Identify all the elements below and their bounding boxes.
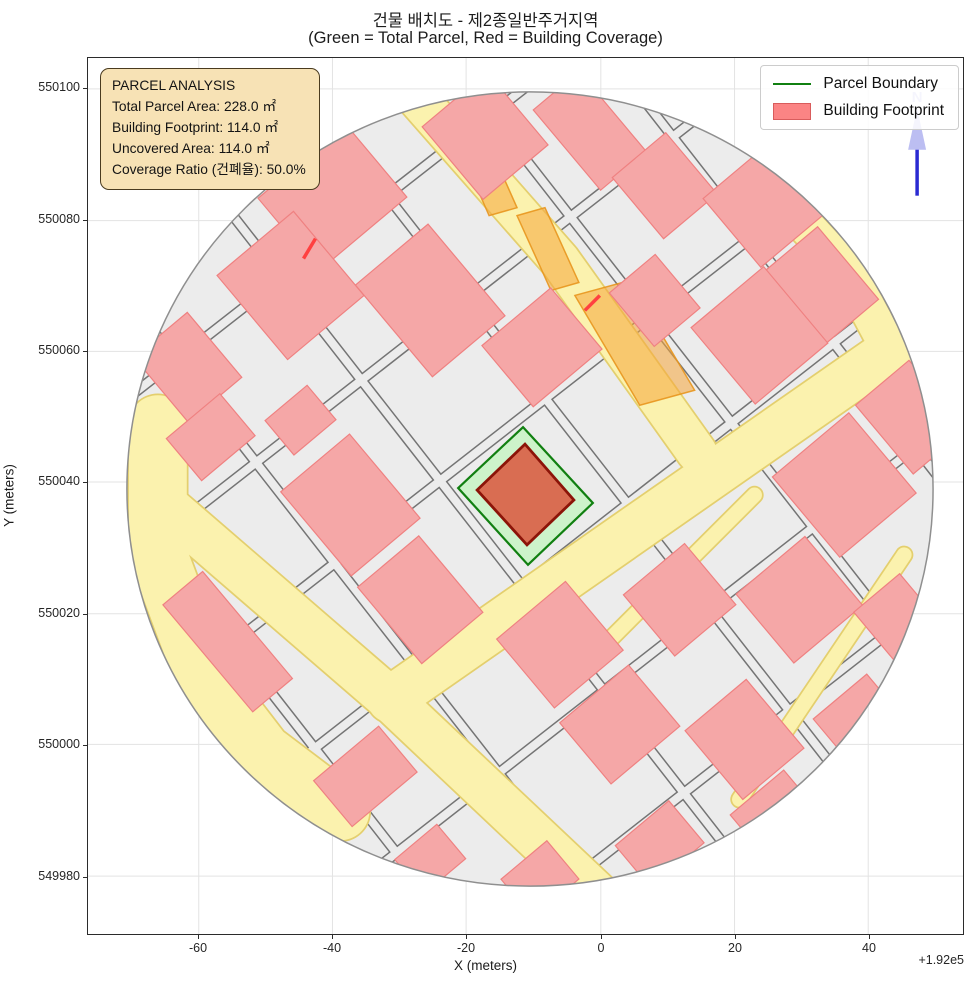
x-axis-label: X (meters)	[453, 958, 517, 973]
y-tick-label: 550100	[38, 80, 80, 94]
figure-subtitle: (Green = Total Parcel, Red = Building Co…	[308, 29, 663, 47]
subject-building-footprint	[475, 442, 576, 547]
y-tick-label: 550040	[38, 474, 80, 488]
building-footprint-context	[216, 210, 365, 361]
x-tick-mark	[601, 935, 602, 939]
legend-item-parcel-boundary: Parcel Boundary	[773, 75, 944, 93]
y-tick-mark	[83, 745, 87, 746]
x-tick-mark	[735, 935, 736, 939]
building-footprint-context	[279, 433, 421, 577]
y-tick-label: 550000	[38, 737, 80, 751]
y-tick-mark	[83, 88, 87, 89]
map-extent-circle	[126, 91, 934, 887]
x-tick-label: 20	[728, 941, 742, 955]
building-footprint-context	[264, 384, 337, 456]
figure-title: 건물 배치도 - 제2종일반주거지역	[372, 12, 599, 30]
map-layers	[126, 91, 934, 887]
y-tick-mark	[83, 614, 87, 615]
map-canvas: N	[88, 58, 963, 934]
uncovered-area-text: Uncovered Area: 114.0 ㎡	[112, 140, 270, 156]
legend-item-building-footprint: Building Footprint	[773, 102, 944, 120]
context-buildings	[132, 91, 934, 887]
y-tick-label: 550020	[38, 606, 80, 620]
building-footprint-context	[690, 265, 829, 405]
building-footprint-context	[611, 131, 718, 240]
y-axis-label: Y (meters)	[1, 464, 17, 527]
y-tick-label: 550060	[38, 343, 80, 357]
legend-box: Parcel Boundary Building Footprint	[760, 65, 959, 130]
x-axis-offset-text: +1.92e5	[918, 953, 964, 967]
x-tick-label: -60	[188, 941, 208, 955]
x-tick-mark	[198, 935, 199, 939]
building-footprint-context	[735, 535, 864, 664]
building-footprint-context	[622, 542, 737, 657]
y-tick-mark	[83, 351, 87, 352]
legend-label: Parcel Boundary	[823, 75, 938, 92]
x-tick-label: -20	[456, 941, 476, 955]
y-tick-mark	[83, 482, 87, 483]
building-footprint-context	[771, 411, 917, 559]
building-footprint-context	[684, 678, 805, 801]
x-tick-label: -40	[322, 941, 342, 955]
building-footprint-context	[854, 359, 934, 475]
building-footprint-context	[356, 535, 484, 665]
building-footprint-context	[354, 223, 506, 378]
building-footprint-context	[608, 253, 701, 348]
parcel-boundary-line-swatch	[773, 83, 812, 85]
building-footprint-text: Building Footprint: 114.0 ㎡	[112, 119, 279, 135]
building-footprint-context	[165, 392, 256, 482]
parcel-analysis-title: PARCEL ANALYSIS	[112, 78, 236, 93]
building-footprint-context	[481, 287, 603, 408]
x-tick-label: 0	[597, 941, 605, 955]
y-tick-mark	[83, 220, 87, 221]
x-tick-mark	[466, 935, 467, 939]
coverage-ratio-text: Coverage Ratio (건폐율): 50.0%	[112, 161, 306, 177]
building-footprint-context	[162, 570, 294, 713]
legend-label: Building Footprint	[823, 102, 944, 119]
x-tick-label: 40	[862, 941, 876, 955]
x-tick-mark	[332, 935, 333, 939]
building-footprint-context	[558, 664, 681, 785]
parcel-analysis-box: PARCEL ANALYSIS Total Parcel Area: 228.0…	[100, 68, 320, 190]
x-tick-mark	[869, 935, 870, 939]
building-footprint-context	[500, 839, 580, 887]
building-footprint-context	[495, 580, 625, 709]
y-tick-label: 550080	[38, 212, 80, 226]
total-parcel-area-text: Total Parcel Area: 228.0 ㎡	[112, 98, 277, 114]
y-tick-mark	[83, 877, 87, 878]
building-footprint-patch-swatch	[773, 102, 812, 120]
building-footprint-context	[312, 725, 418, 828]
y-tick-label: 549980	[38, 869, 80, 883]
plot-area: N Parcel Boundary Building Footprint PAR…	[87, 57, 964, 935]
